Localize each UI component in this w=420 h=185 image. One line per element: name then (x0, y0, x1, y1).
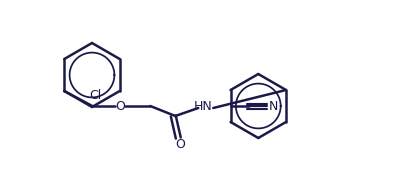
Text: Cl: Cl (89, 88, 102, 102)
Text: HN: HN (194, 100, 213, 112)
Text: O: O (116, 100, 125, 112)
Text: N: N (269, 100, 278, 112)
Text: O: O (175, 137, 185, 151)
